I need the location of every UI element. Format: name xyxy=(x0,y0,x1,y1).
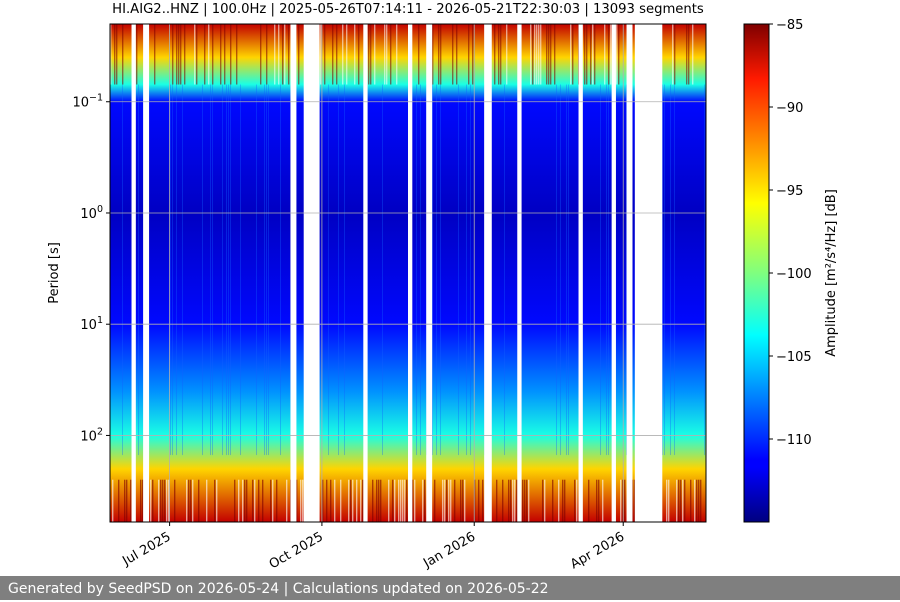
y-tick-label: 101 xyxy=(80,315,103,333)
colorbar-tick-label: −95 xyxy=(776,184,803,199)
y-axis-label: Period [s] xyxy=(47,242,62,304)
data-gap xyxy=(303,24,320,522)
spectrogram-chart: Jul 2025 Oct 2025 Jan 2026 Apr 2026 10−1 100… xyxy=(47,18,839,572)
colorbar-tick-label: −85 xyxy=(776,18,803,33)
heatmap-area xyxy=(110,24,706,522)
colorbar-tick-label: −100 xyxy=(776,267,812,282)
data-gap xyxy=(408,24,413,522)
chart-title: HI.AIG2..HNZ | 100.0Hz | 2025-05-26T07:1… xyxy=(112,2,704,17)
x-tick-label: Jul 2025 xyxy=(119,529,173,569)
colorbar-ticks: −85 −90 −95 −100 −105 −110 xyxy=(769,18,812,448)
footer-bar: Generated by SeedPSD on 2026-05-24 | Cal… xyxy=(0,576,900,600)
grid-lines xyxy=(110,24,706,522)
data-gap xyxy=(626,24,633,522)
plot-frame xyxy=(109,23,707,523)
colorbar-tick-label: −105 xyxy=(776,350,812,365)
colorbar xyxy=(743,23,770,523)
y-tick-label: 102 xyxy=(80,426,103,444)
colorbar-label: Amplitude [m²/s⁴/Hz] [dB] xyxy=(824,189,839,357)
data-gap xyxy=(517,24,522,522)
data-gap xyxy=(426,24,433,522)
data-gap xyxy=(131,24,136,522)
data-gap xyxy=(611,24,616,522)
y-axis: 10−1 100 101 102 xyxy=(72,93,110,444)
data-gap xyxy=(143,24,150,522)
colorbar-tick-label: −90 xyxy=(776,101,803,116)
y-tick-label: 10−1 xyxy=(72,93,103,111)
x-tick-label: Apr 2026 xyxy=(568,529,627,572)
colorbar-tick-label: −110 xyxy=(776,433,812,448)
data-gap xyxy=(578,24,583,522)
data-gap xyxy=(484,24,492,522)
x-tick-label: Jan 2026 xyxy=(420,529,478,571)
data-gap xyxy=(363,24,368,522)
data-gaps xyxy=(131,24,663,522)
x-tick-label: Oct 2025 xyxy=(267,529,326,572)
x-axis: Jul 2025 Oct 2025 Jan 2026 Apr 2026 xyxy=(119,522,627,572)
data-gap xyxy=(634,24,663,522)
y-tick-label: 100 xyxy=(80,204,103,222)
data-gap xyxy=(290,24,297,522)
